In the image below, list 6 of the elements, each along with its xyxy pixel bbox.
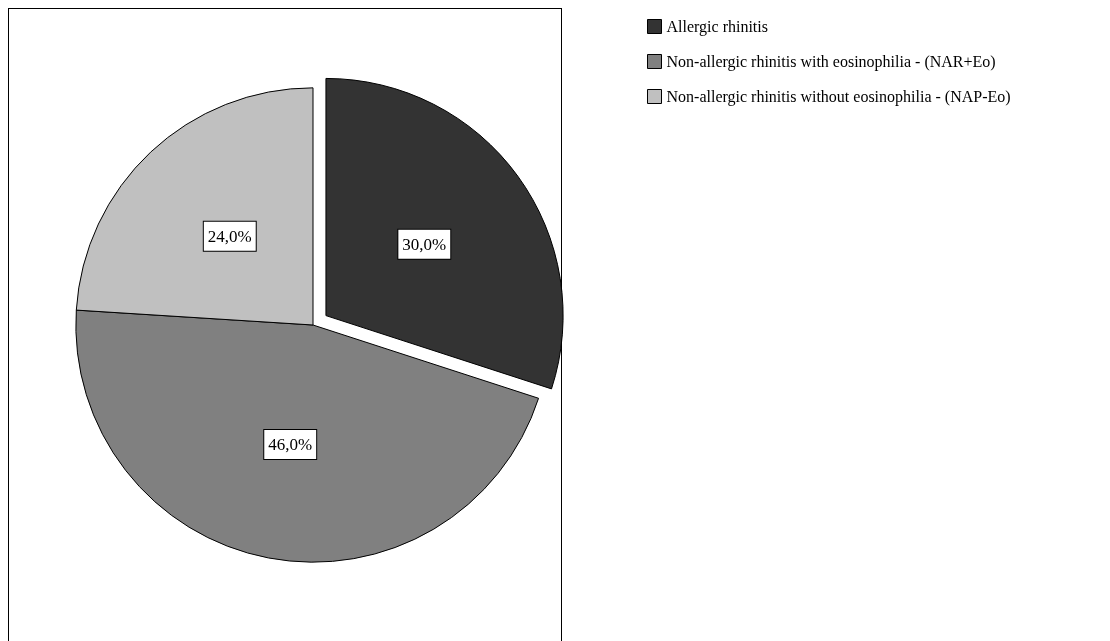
legend-label: Non-allergic rhinitis without eosinophilia - (NAP-Eo) bbox=[666, 88, 1011, 106]
data-label: 46,0% bbox=[268, 434, 313, 454]
legend-label: Non-allergic rhinitis with eosinophilia - (NAR+Eo) bbox=[666, 53, 996, 71]
data-label: 30,0% bbox=[402, 234, 447, 254]
legend-label: Allergic rhinitis bbox=[666, 18, 768, 36]
data-label: 24,0% bbox=[207, 226, 252, 246]
